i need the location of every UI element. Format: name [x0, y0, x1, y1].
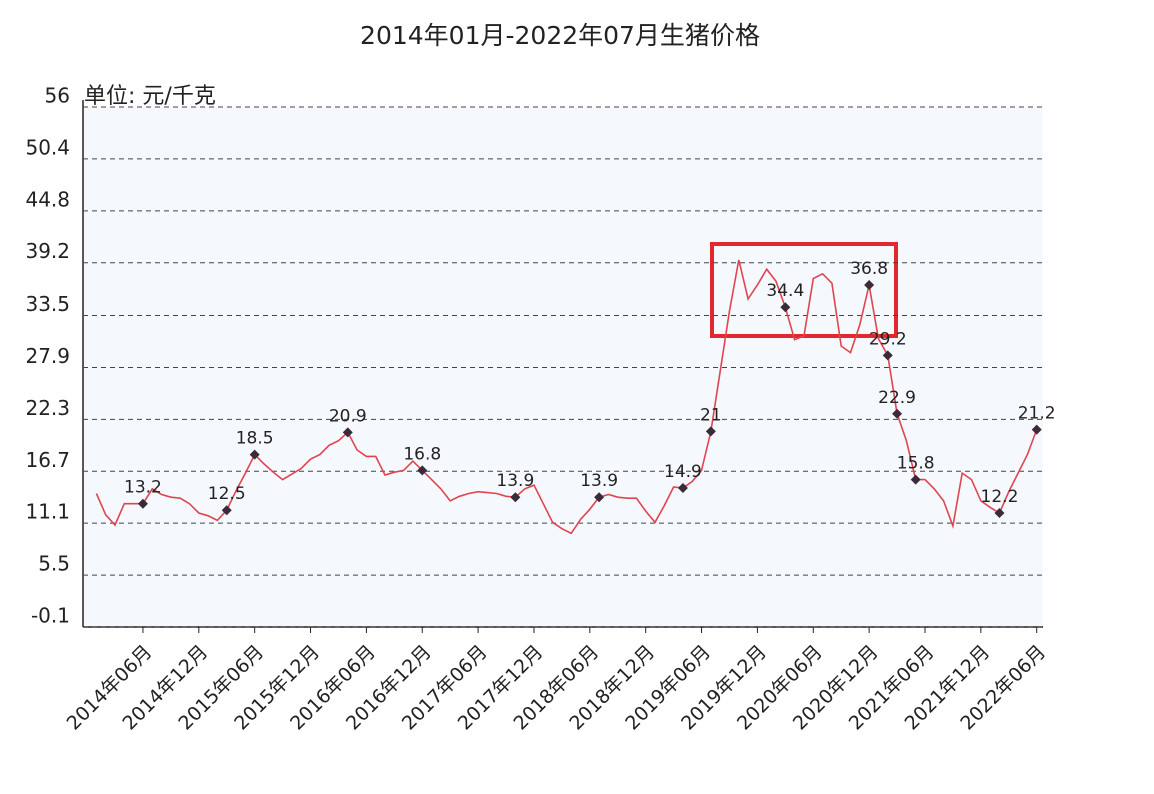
data-label: 36.8 — [850, 259, 888, 279]
y-tick-label: 5.5 — [38, 552, 70, 576]
data-marker — [677, 482, 688, 493]
data-marker — [417, 465, 428, 476]
data-label: 13.2 — [124, 478, 162, 498]
data-label: 14.9 — [664, 462, 702, 482]
data-marker — [780, 302, 791, 313]
y-axis-label: 单位: 元/千克 — [84, 84, 216, 109]
data-label: 18.5 — [236, 429, 274, 449]
data-label: 21.2 — [1018, 404, 1056, 424]
data-label: 13.9 — [580, 471, 618, 491]
y-tick-label: 56 — [45, 84, 70, 108]
data-marker — [882, 350, 893, 361]
data-label: 21 — [700, 405, 722, 425]
data-label: 22.9 — [878, 388, 916, 408]
data-marker — [137, 498, 148, 509]
chart-title: 2014年01月-2022年07月生猪价格 — [360, 21, 760, 50]
data-marker — [910, 474, 921, 485]
y-tick-label: 39.2 — [25, 239, 70, 263]
data-label: 34.4 — [766, 281, 804, 301]
y-tick-label: 33.5 — [25, 292, 70, 316]
data-marker — [864, 279, 875, 290]
y-tick-label: 16.7 — [25, 448, 70, 472]
y-tick-label: 50.4 — [25, 135, 70, 159]
data-marker — [342, 427, 353, 438]
data-marker — [705, 426, 716, 437]
data-label: 12.2 — [981, 487, 1019, 507]
data-marker — [994, 507, 1005, 518]
data-label: 16.8 — [403, 444, 441, 464]
y-tick-label: 22.3 — [25, 396, 70, 420]
data-label: 29.2 — [869, 329, 907, 349]
data-label: 15.8 — [897, 454, 935, 474]
y-tick-label: -0.1 — [31, 604, 70, 628]
data-label: 20.9 — [329, 406, 367, 426]
y-tick-label: 44.8 — [25, 187, 70, 211]
data-marker — [510, 492, 521, 503]
data-marker — [892, 408, 903, 419]
data-label: 12.5 — [208, 484, 246, 504]
data-marker — [249, 449, 260, 460]
y-tick-label: 27.9 — [25, 344, 70, 368]
y-tick-label: 11.1 — [25, 500, 70, 524]
data-marker — [221, 505, 232, 516]
data-marker — [594, 492, 605, 503]
data-label: 13.9 — [496, 471, 534, 491]
data-marker — [1031, 424, 1042, 435]
